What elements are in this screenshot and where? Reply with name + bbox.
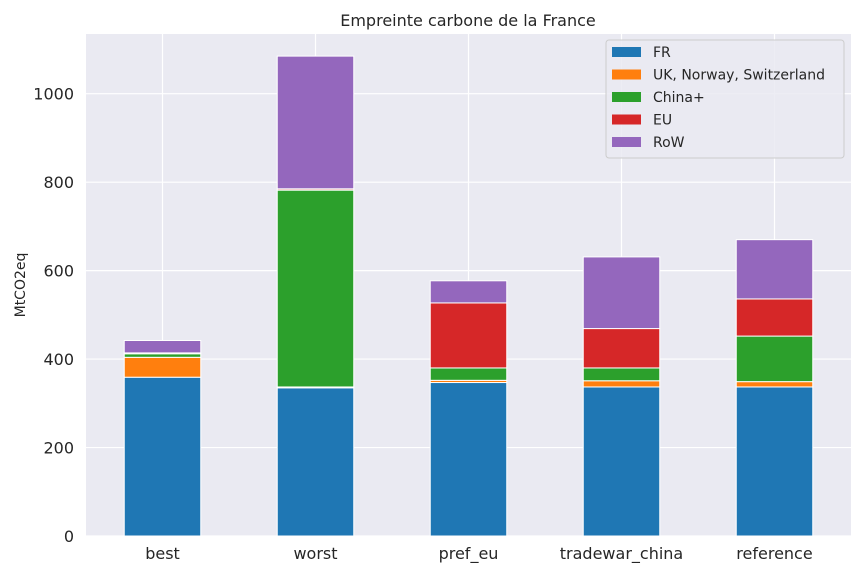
x-tick-label-tradewar-china: tradewar_china	[560, 544, 683, 564]
bar-pref-eu-china	[429, 367, 508, 381]
x-tick-label-worst: worst	[293, 544, 337, 563]
x-tick-label-pref-eu: pref_eu	[439, 544, 499, 564]
bar-tradewar-china-row	[582, 256, 661, 330]
bar-best-fr	[123, 376, 202, 537]
legend-label-uk-norway-switzerland: UK, Norway, Switzerland	[653, 68, 825, 84]
bar-reference-uk-norway-switzerland	[735, 381, 814, 388]
y-tick-label: 600	[43, 262, 74, 281]
y-tick-label: 0	[64, 527, 74, 546]
bar-reference-fr	[735, 386, 814, 537]
bar-reference-row	[735, 239, 814, 300]
axis-ticks: 0 200 400 600 800 1000 best worst pref_eu tradewa…	[33, 85, 812, 564]
bar-pref-eu-eu	[429, 302, 508, 369]
chart-title: Empreinte carbone de la France	[340, 11, 596, 30]
legend-swatch-row	[612, 137, 641, 147]
legend-label-fr: FR	[653, 45, 671, 61]
y-tick-label: 800	[43, 173, 74, 192]
bar-tradewar-china-eu	[582, 328, 661, 369]
bar-worst-row	[276, 55, 355, 190]
bar-tradewar-china-uk-norway-switzerland	[582, 380, 661, 388]
bar-reference-eu	[735, 298, 814, 337]
y-tick-label: 200	[43, 439, 74, 458]
legend: FR UK, Norway, Switzerland China+ EU RoW	[605, 39, 845, 159]
legend-swatch-fr	[612, 47, 641, 57]
bar-reference-china	[735, 335, 814, 383]
bar-worst-china	[276, 189, 355, 388]
y-tick-label: 1000	[33, 85, 74, 104]
y-axis-label: MtCO2eq	[13, 253, 29, 318]
y-tick-label: 400	[43, 350, 74, 369]
x-tick-label-best: best	[145, 544, 180, 563]
legend-swatch-eu	[612, 114, 641, 125]
bars	[123, 55, 814, 537]
legend-label-eu: EU	[653, 113, 672, 129]
bar-best-row	[123, 340, 202, 354]
bar-pref-eu-row	[429, 280, 508, 304]
bar-pref-eu-fr	[429, 382, 508, 537]
legend-label-china: China+	[653, 90, 705, 106]
bar-best-uk-norway-switzerland	[123, 356, 202, 378]
legend-swatch-uk-norway-switzerland	[612, 69, 641, 80]
legend-box	[605, 39, 845, 159]
bar-best-china	[123, 353, 202, 358]
legend-swatch-china	[612, 92, 641, 102]
bar-tradewar-china-china	[582, 367, 661, 382]
bar-worst-fr	[276, 387, 355, 537]
bar-tradewar-china-fr	[582, 386, 661, 537]
legend-label-row: RoW	[653, 135, 685, 151]
x-tick-label-reference: reference	[736, 544, 812, 563]
